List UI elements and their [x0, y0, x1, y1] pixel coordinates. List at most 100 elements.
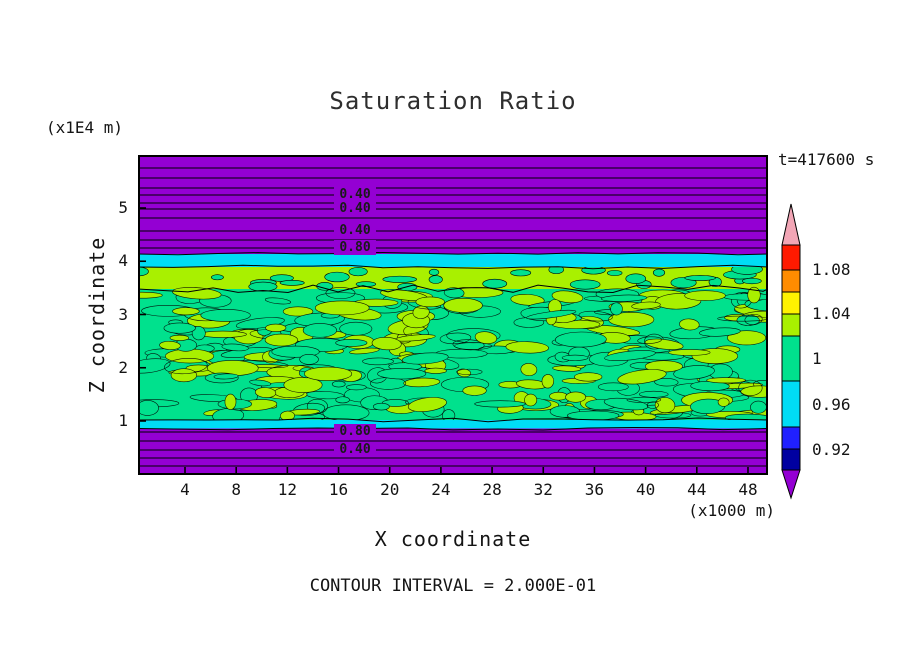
x-tick-label: 48 — [738, 480, 758, 499]
contour-blob — [452, 339, 485, 351]
contour-blob — [555, 331, 607, 348]
contour-blob — [324, 271, 350, 283]
contour-blob — [198, 330, 247, 338]
contour-line — [138, 417, 768, 423]
contour-value-label: 0.40 — [334, 187, 376, 202]
x-tick-label: 8 — [231, 480, 241, 499]
contour-blob — [652, 268, 666, 277]
contour-blob — [474, 331, 498, 345]
contour-blob — [526, 309, 577, 320]
contour-blob — [604, 350, 656, 361]
contour-blob — [339, 321, 373, 336]
contour-blob — [462, 385, 487, 396]
contour-blob — [279, 280, 305, 286]
contour-blob — [172, 287, 222, 300]
colorbar-segment-yellow_green — [781, 313, 801, 337]
contour-blob — [510, 269, 532, 277]
colorbar-tick-label: 1 — [812, 349, 822, 368]
contour-blob — [551, 290, 584, 304]
contour-blob — [706, 377, 746, 384]
contour-blob — [617, 369, 667, 385]
contour-blob — [302, 323, 337, 338]
contour-blob — [224, 393, 237, 410]
x-tick-label: 20 — [380, 480, 400, 499]
colorbar-tick-label: 1.08 — [812, 260, 851, 279]
y-tick-label: 4 — [118, 251, 128, 271]
contour-blob — [673, 365, 715, 380]
contour-blob — [248, 281, 278, 292]
contour-blob — [574, 372, 603, 382]
colorbar-tick-label: 0.92 — [812, 440, 851, 459]
contour-blob — [403, 377, 441, 388]
contour-line — [138, 251, 768, 256]
contour-value-label: 0.40 — [334, 223, 376, 238]
plot-title: Saturation Ratio — [329, 87, 577, 115]
contour-blob — [454, 342, 492, 350]
contour-blob — [254, 387, 277, 398]
contour-blob — [638, 390, 669, 398]
colorbar-arrow-top — [781, 203, 801, 246]
contour-blob — [510, 293, 545, 306]
cyan-band-upper — [138, 254, 768, 267]
contour-blob — [170, 368, 198, 383]
noise-field — [139, 267, 767, 420]
contour-blob — [569, 279, 601, 290]
contour-blob — [597, 382, 629, 392]
contour-blob — [443, 287, 465, 299]
contour-blob — [139, 400, 159, 416]
contour-blob — [520, 363, 538, 377]
contour-blob — [349, 347, 380, 355]
contour-blob — [407, 397, 447, 412]
contour-blob — [724, 413, 767, 420]
x-tick-label: 44 — [687, 480, 707, 499]
contour-blob — [646, 401, 659, 409]
contour-blob — [731, 267, 763, 275]
contour-blob — [139, 291, 163, 299]
contour-blob — [684, 275, 716, 281]
contour-blob — [443, 298, 483, 313]
time-annotation: t=417600 s — [778, 150, 875, 169]
contour-blob — [382, 275, 417, 283]
contour-blob — [303, 366, 353, 381]
contour-line — [138, 264, 768, 270]
contour-blob — [191, 325, 206, 341]
contour-line — [138, 284, 768, 294]
contour-blob — [265, 323, 287, 332]
y-tick-label: 2 — [118, 357, 128, 377]
contour-blob — [567, 410, 620, 420]
contour-blob — [668, 349, 711, 356]
x-tick-label: 24 — [431, 480, 451, 499]
contour-blob — [626, 396, 662, 403]
contour-blob — [608, 312, 655, 328]
y-tick-label: 3 — [118, 304, 128, 324]
contour-blob — [679, 318, 700, 331]
contour-blob — [541, 374, 555, 389]
contour-blob — [637, 336, 662, 344]
contour-blob — [249, 379, 272, 387]
contour-blob — [750, 400, 767, 414]
contour-blob — [428, 268, 440, 276]
contour-blob — [331, 380, 346, 388]
contour-blob — [164, 358, 208, 375]
contour-blob — [372, 402, 390, 411]
contour-blob — [306, 398, 328, 414]
contour-interval-label: CONTOUR INTERVAL = 2.000E-01 — [309, 576, 597, 596]
contour-blob — [264, 297, 292, 305]
contour-blob — [172, 307, 200, 316]
colorbar-segment-cyan — [781, 380, 801, 428]
x-tick-label: 40 — [635, 480, 656, 499]
contour-blob — [524, 393, 538, 407]
contour-blob — [442, 409, 456, 420]
contour-blob — [335, 396, 350, 404]
contour-blob — [362, 357, 394, 366]
contour-blob — [377, 368, 427, 380]
contour-blob — [264, 333, 299, 347]
contour-blob — [169, 334, 190, 341]
contour-blob — [159, 340, 181, 350]
contour-blob — [548, 267, 564, 275]
x-axis-title: X coordinate — [374, 527, 532, 551]
contour-value-label: 0.80 — [334, 424, 376, 439]
contour-blob — [565, 391, 587, 403]
contour-blob — [346, 384, 367, 391]
contour-blob — [415, 296, 445, 308]
